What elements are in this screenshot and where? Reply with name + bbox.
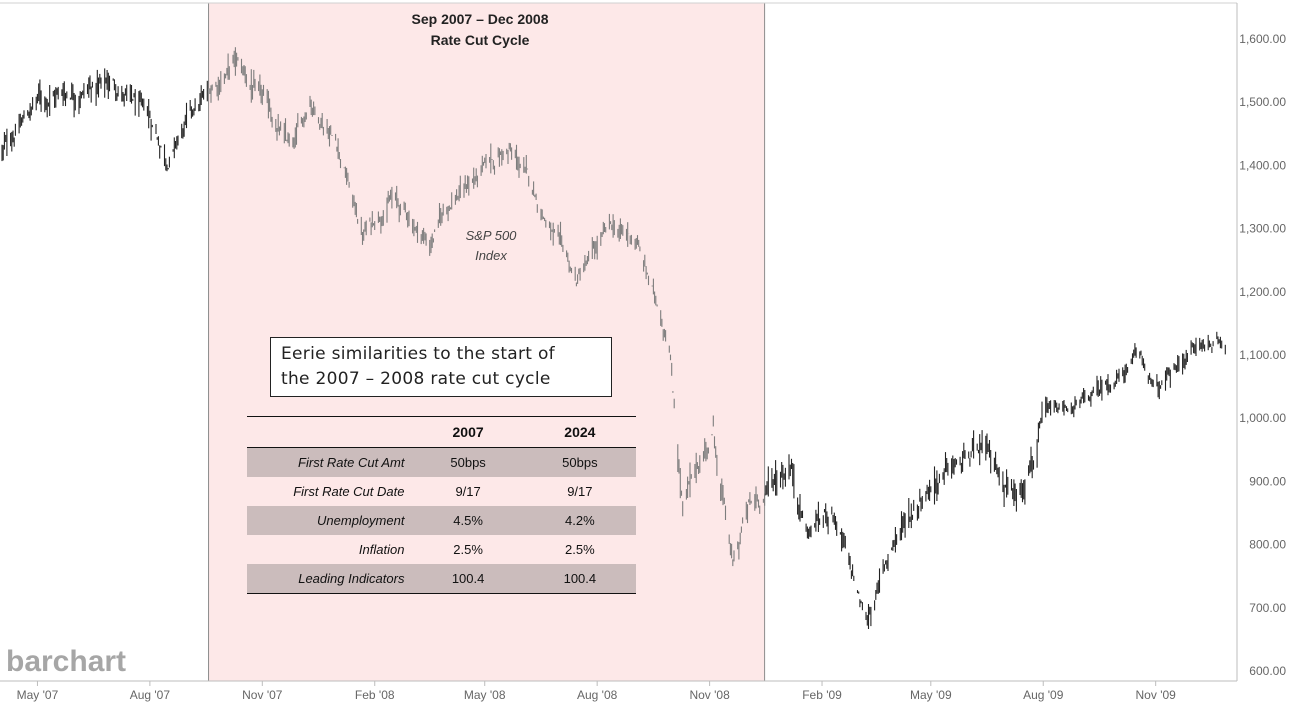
annotation-note-box: Eerie similarities to the start of the 2… (270, 337, 612, 397)
y-tick-label: 700.00 (1249, 601, 1286, 615)
y-tick-label: 600.00 (1249, 664, 1286, 678)
shaded-region-title-line1: Sep 2007 – Dec 2008 (412, 11, 549, 27)
y-tick-label: 1,000.00 (1239, 411, 1286, 425)
value-2007: 2.5% (453, 542, 483, 557)
table-row: First Rate Cut Date 9/17 9/17 (247, 477, 636, 506)
table-row: Unemployment 4.5% 4.2% (247, 506, 636, 535)
value-2024: 4.2% (523, 506, 636, 535)
x-tick-label: Feb '09 (802, 688, 842, 702)
table-row: Leading Indicators 100.4 100.4 (247, 564, 636, 594)
x-tick-label: Nov '08 (689, 688, 730, 702)
x-axis-ticks: May '07 Aug '07 Nov '07 Feb '08 May '08 Aug '… (17, 681, 1177, 702)
series-label-line1: S&P 500 (466, 228, 518, 243)
table-header-row: 2007 2024 (247, 416, 636, 448)
x-tick-label: Nov '09 (1136, 688, 1177, 702)
y-tick-label: 1,100.00 (1239, 348, 1286, 362)
table-row: First Rate Cut Amt 50bps 50bps (247, 447, 636, 477)
x-tick-label: Aug '09 (1023, 688, 1064, 702)
x-tick-label: Aug '07 (130, 688, 171, 702)
x-tick-label: Aug '08 (577, 688, 618, 702)
x-tick-label: Nov '07 (242, 688, 283, 702)
table-header-blank (247, 416, 413, 448)
row-label: First Rate Cut Date (293, 484, 405, 499)
y-tick-label: 1,400.00 (1239, 158, 1286, 172)
value-2024: 2.5% (565, 542, 595, 557)
table-header-2024: 2024 (523, 416, 636, 448)
table-header-2007: 2007 (412, 416, 524, 448)
price-bars (1, 47, 1226, 629)
x-tick-label: May '09 (910, 688, 952, 702)
y-tick-label: 800.00 (1249, 538, 1286, 552)
y-tick-label: 1,600.00 (1239, 32, 1286, 46)
value-2007: 9/17 (455, 484, 481, 499)
row-label: First Rate Cut Amt (247, 447, 413, 477)
y-tick-label: 900.00 (1249, 474, 1286, 488)
series-label-line2: Index (475, 248, 507, 263)
y-tick-label: 1,200.00 (1239, 285, 1286, 299)
value-2007: 50bps (412, 447, 524, 477)
y-tick-label: 1,300.00 (1239, 222, 1286, 236)
chart-axes (0, 2, 1238, 682)
row-label: Unemployment (247, 506, 413, 535)
comparison-table: 2007 2024 First Rate Cut Amt 50bps 50bps… (247, 416, 636, 594)
y-axis-ticks: 1,600.00 1,500.00 1,400.00 1,300.00 1,200.00… (1239, 32, 1286, 678)
value-2024: 100.4 (523, 564, 636, 594)
barchart-logo: barchart (6, 645, 126, 678)
shaded-region-title-line2: Rate Cut Cycle (431, 32, 530, 48)
row-label: Inflation (358, 542, 405, 557)
x-tick-label: May '08 (464, 688, 506, 702)
row-label: Leading Indicators (247, 564, 413, 594)
value-2007: 100.4 (412, 564, 524, 594)
value-2007: 4.5% (412, 506, 524, 535)
y-tick-label: 1,500.00 (1239, 95, 1286, 109)
value-2024: 9/17 (567, 484, 593, 499)
x-tick-label: Feb '08 (355, 688, 395, 702)
value-2024: 50bps (523, 447, 636, 477)
note-line-2: the 2007 – 2008 rate cut cycle (281, 369, 551, 389)
x-tick-label: May '07 (17, 688, 59, 702)
table-row: Inflation 2.5% 2.5% (247, 535, 636, 564)
note-line-1: Eerie similarities to the start of (281, 344, 555, 364)
